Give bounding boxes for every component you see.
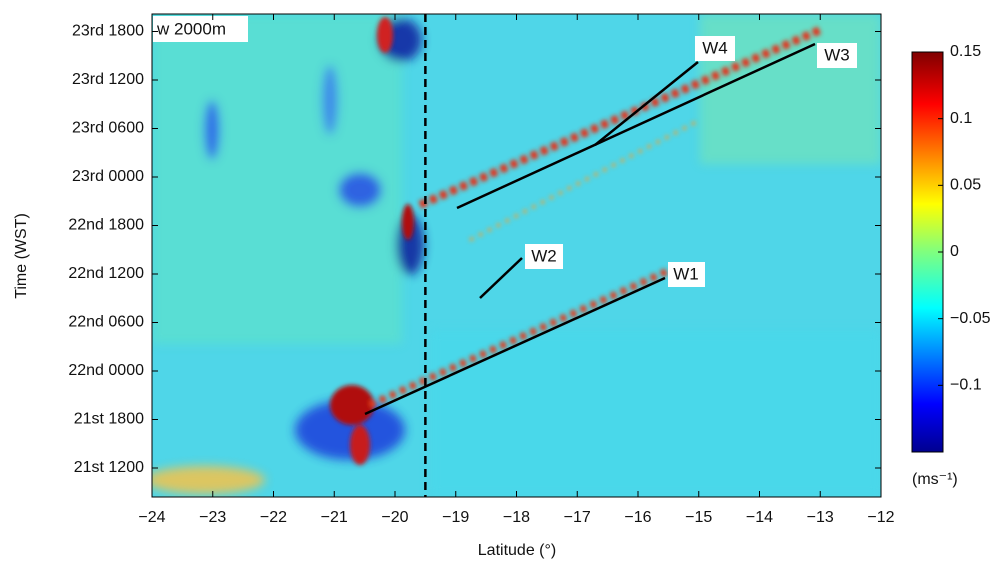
w4-line: [594, 61, 699, 146]
x-tick-label: −15: [685, 509, 712, 526]
y-tick-label: 22nd 1200: [68, 265, 144, 282]
y-tick-label: 22nd 0600: [68, 314, 144, 331]
annotation-box: [525, 244, 563, 269]
colorbar-tick-label: 0.1: [950, 110, 972, 127]
annotation-box: [695, 36, 735, 61]
annotation: W2: [531, 246, 557, 265]
x-tick-label: −22: [260, 509, 287, 526]
x-tick-label: −23: [199, 509, 226, 526]
y-tick-label: 23rd 1200: [72, 71, 144, 88]
x-tick-label: −13: [807, 509, 834, 526]
field-decoration: [152, 14, 881, 497]
w1-line: [364, 276, 666, 416]
colorbar-tick-label: 0.05: [950, 177, 981, 194]
x-tick-label: −16: [624, 509, 651, 526]
panel-label-box: [153, 16, 248, 42]
x-tick-label: −19: [442, 509, 469, 526]
y-tick-label: 23rd 0600: [72, 120, 144, 137]
colorbar-tick-label: −0.1: [950, 377, 982, 394]
w3-line: [456, 42, 816, 210]
colorbar-tick-label: 0.15: [950, 43, 981, 60]
x-tick-label: −12: [867, 509, 894, 526]
x-axis-label: Latitude (°): [478, 542, 556, 559]
y-axis-label: Time (WST): [13, 213, 30, 299]
annotation: W3: [824, 45, 850, 64]
x-tick-label: −18: [503, 509, 530, 526]
colorbar-tick-label: 0: [950, 243, 959, 260]
annotation: W4: [702, 38, 728, 57]
y-tick-label: 21st 1200: [74, 459, 144, 476]
y-tick-label: 23rd 0000: [72, 168, 144, 185]
w2-line: [479, 257, 523, 299]
x-tick-label: −17: [564, 509, 591, 526]
panel-label: w 2000m: [156, 19, 226, 38]
colorbar-tick-label: −0.05: [950, 310, 991, 327]
x-tick-label: −20: [381, 509, 408, 526]
y-tick-label: 22nd 0000: [68, 362, 144, 379]
y-tick-label: 21st 1800: [74, 411, 144, 428]
x-tick-label: −14: [746, 509, 773, 526]
annotation-box: [668, 262, 705, 287]
y-tick-label: 23rd 1800: [72, 23, 144, 40]
annotation: W1: [673, 264, 699, 283]
y-tick-label: 22nd 1800: [68, 217, 144, 234]
colorbar-unit: (ms⁻¹): [912, 471, 958, 488]
x-tick-label: −24: [138, 509, 165, 526]
x-tick-label: −21: [321, 509, 348, 526]
annotation-box: [817, 43, 857, 68]
